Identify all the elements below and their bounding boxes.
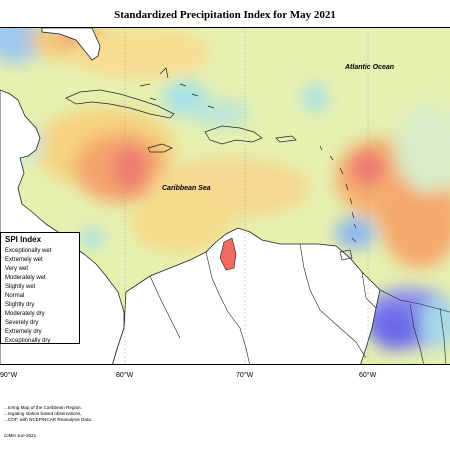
spi-map: Atlantic Ocean Caribbean Sea [0, 27, 450, 365]
wet-anomaly [190, 99, 250, 127]
wet-anomaly [420, 298, 450, 348]
legend-title: SPI Index [5, 235, 42, 244]
dry-anomaly [130, 193, 230, 253]
map-title: Standardized Precipitation Index for May… [114, 9, 336, 21]
south-america-land [112, 227, 381, 364]
legend-item: Slightly wet [5, 284, 36, 290]
longitude-tick: 70°W [236, 372, 254, 379]
bahamas-outline [139, 67, 215, 109]
footnote: ...toring Map of the Caribbean Region. .… [4, 405, 204, 423]
credit-text: CIMH Jun-2021 [4, 433, 37, 438]
legend-item: Very wet [5, 266, 29, 272]
lake-maracaibo [219, 237, 237, 271]
spi-map-canvas [0, 28, 450, 364]
dry-anomaly [380, 168, 450, 268]
trinidad-outline [339, 249, 353, 261]
wet-anomaly [395, 103, 450, 193]
lesser-antilles-outline [319, 145, 357, 243]
longitude-tick: 60°W [359, 372, 377, 379]
legend-item: Severely dry [5, 320, 39, 326]
legend-item: Extremely dry [5, 329, 42, 335]
cuba-outline [65, 89, 175, 119]
dry-anomaly [70, 28, 210, 78]
legend-item: Moderately dry [5, 311, 45, 317]
legend-item: Exceptionally wet [5, 248, 52, 254]
footnote-line: ...COF, with NCEP/NCAR Reanalysis Data. [4, 417, 93, 422]
caribbean-sea-label: Caribbean Sea [162, 185, 211, 192]
longitude-tick: 80°W [116, 372, 134, 379]
wet-anomaly [370, 306, 420, 350]
longitude-tick: 90°W [0, 372, 18, 379]
puerto-rico-outline [275, 135, 297, 143]
atlantic-ocean-label: Atlantic Ocean [345, 64, 395, 71]
country-borders [149, 243, 450, 364]
wet-anomaly [80, 228, 104, 248]
legend-item: Exceptionally dry [5, 338, 51, 344]
hispaniola-outline [204, 125, 263, 145]
legend-item: Moderately wet [5, 275, 46, 281]
dry-anomaly [112, 146, 148, 190]
footnote-line: ...toring Map of the Caribbean Region. [4, 405, 82, 410]
wet-anomaly [303, 84, 327, 112]
spi-legend: SPI Index Exceptionally wet Extremely we… [0, 232, 80, 344]
jamaica-outline [147, 143, 173, 153]
wet-anomaly [335, 217, 375, 249]
legend-item: Extremely wet [5, 257, 43, 263]
islands [65, 67, 357, 261]
legend-item: Slightly dry [5, 302, 35, 308]
florida-land [41, 28, 101, 61]
graticule [124, 28, 369, 364]
footnote-line: ...regating station based observations, [4, 411, 82, 416]
legend-item: Normal [5, 293, 25, 299]
